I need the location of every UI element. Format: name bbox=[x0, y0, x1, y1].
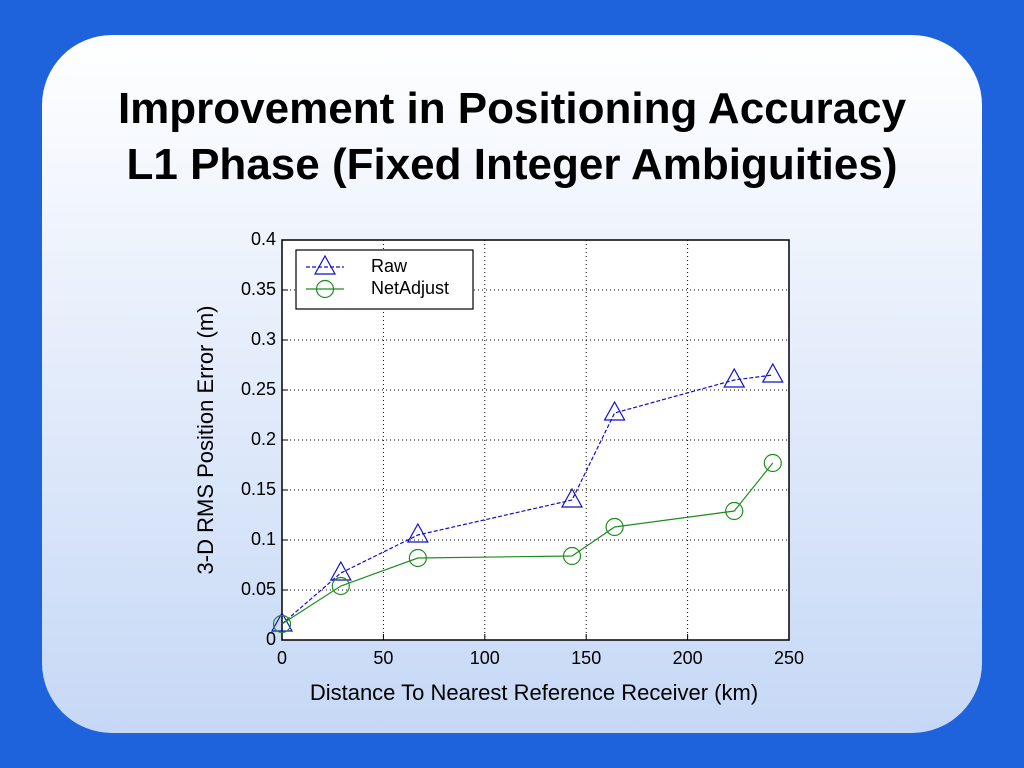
data-point bbox=[560, 487, 584, 508]
x-tick-label: 250 bbox=[774, 648, 804, 668]
data-point bbox=[272, 614, 292, 634]
legend-label: NetAdjust bbox=[371, 278, 449, 298]
data-point bbox=[763, 453, 782, 473]
x-axis-label: Distance To Nearest Reference Receiver (… bbox=[310, 680, 758, 705]
legend-marker bbox=[313, 254, 337, 275]
series-line bbox=[281, 462, 774, 625]
data-point bbox=[603, 400, 626, 421]
data-point bbox=[331, 576, 350, 596]
x-tick-label: 50 bbox=[373, 648, 393, 668]
data-point bbox=[562, 546, 582, 566]
legend-marker bbox=[315, 279, 335, 299]
y-tick-label: 0.25 bbox=[241, 379, 276, 399]
plot-frame bbox=[281, 239, 790, 641]
legend-label: Raw bbox=[371, 256, 408, 276]
title: L1 Phase (Fixed Integer Ambiguities) bbox=[126, 140, 898, 189]
data-point bbox=[408, 548, 427, 568]
data-point bbox=[406, 522, 429, 543]
legend-box bbox=[295, 249, 474, 310]
y-axis-label: 3-D RMS Position Error (m) bbox=[193, 306, 218, 575]
data-point bbox=[761, 362, 784, 383]
data-point bbox=[725, 501, 744, 521]
y-tick-label: 0.2 bbox=[251, 429, 276, 449]
x-tick-label: 0 bbox=[277, 648, 287, 668]
x-tick-label: 150 bbox=[571, 648, 601, 668]
y-tick-label: 0.15 bbox=[241, 479, 276, 499]
y-tick-label: 0.4 bbox=[251, 229, 276, 249]
data-point bbox=[723, 367, 746, 388]
title: Improvement in Positioning Accuracy bbox=[117, 84, 907, 133]
series-line bbox=[281, 374, 773, 625]
y-tick-label: 0.1 bbox=[251, 529, 276, 549]
data-point bbox=[605, 517, 624, 537]
y-tick-label: 0.05 bbox=[241, 579, 276, 599]
data-point bbox=[329, 560, 352, 581]
x-tick-label: 200 bbox=[673, 648, 703, 668]
y-tick-label: 0 bbox=[266, 629, 276, 649]
y-tick-label: 0.35 bbox=[241, 279, 276, 299]
data-point bbox=[270, 611, 294, 632]
x-tick-label: 100 bbox=[470, 648, 500, 668]
y-tick-label: 0.3 bbox=[251, 329, 276, 349]
